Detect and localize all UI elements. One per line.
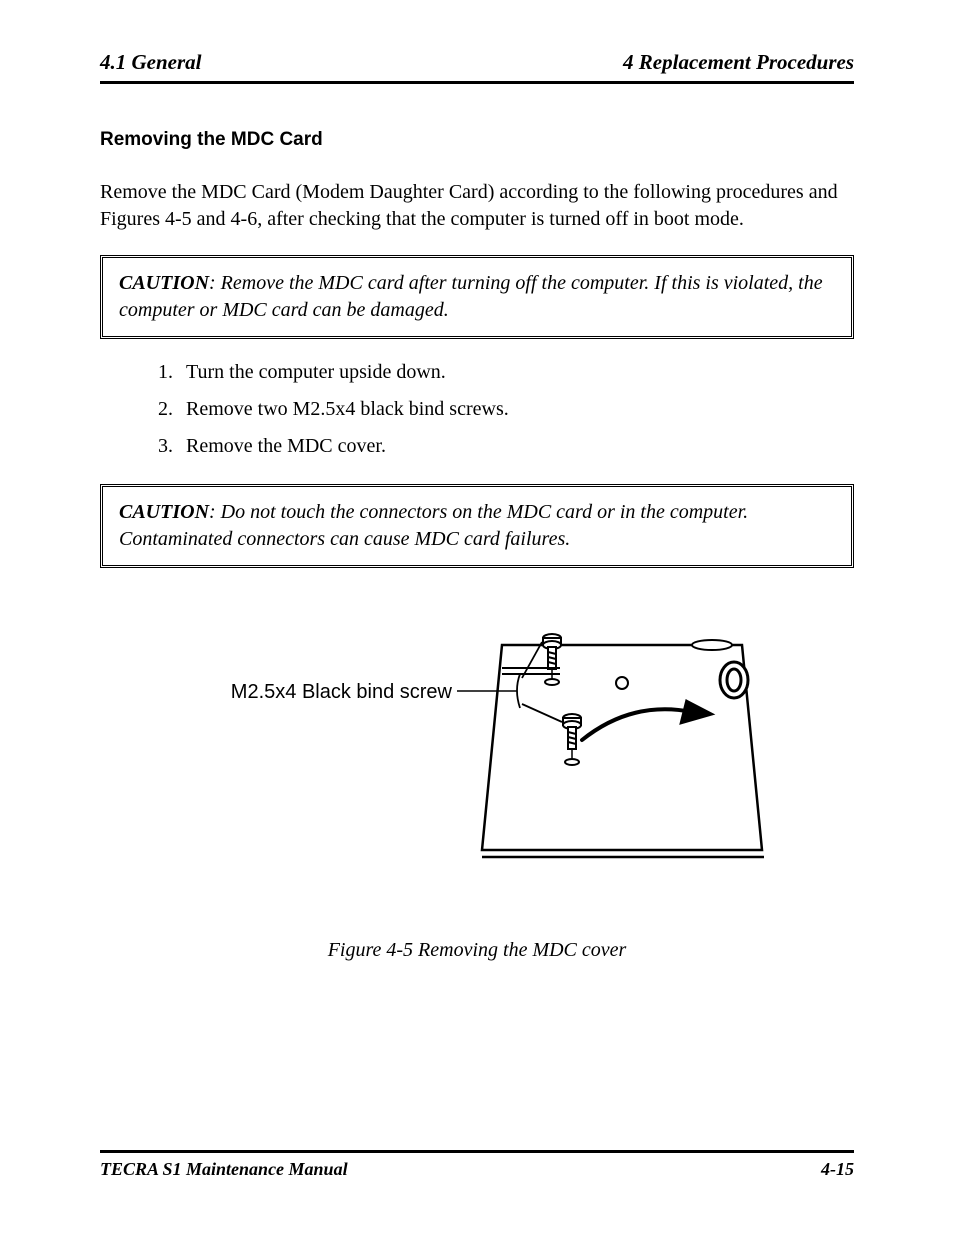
footer-right: 4-15	[821, 1159, 854, 1180]
mdc-cover-diagram: M2.5x4 Black bind screw	[182, 610, 772, 880]
header-right: 4 Replacement Procedures	[623, 50, 854, 75]
caution-text: : Do not touch the connectors on the MDC…	[119, 501, 748, 550]
footer-left: TECRA S1 Maintenance Manual	[100, 1159, 348, 1180]
header-left: 4.1 General	[100, 50, 202, 75]
step-item: Turn the computer upside down.	[178, 361, 854, 384]
caution-box-1: CAUTION: Remove the MDC card after turni…	[100, 255, 854, 339]
step-item: Remove the MDC cover.	[178, 435, 854, 458]
page-footer: TECRA S1 Maintenance Manual 4-15	[100, 1150, 854, 1180]
section-heading: Removing the MDC Card	[100, 129, 854, 151]
intro-paragraph: Remove the MDC Card (Modem Daughter Card…	[100, 179, 854, 233]
figure-4-5: M2.5x4 Black bind screw Figure 4-5 Remov…	[100, 610, 854, 962]
procedure-steps: Turn the computer upside down. Remove tw…	[178, 361, 854, 458]
figure-caption: Figure 4-5 Removing the MDC cover	[100, 939, 854, 962]
step-item: Remove two M2.5x4 black bind screws.	[178, 398, 854, 421]
caution-text: : Remove the MDC card after turning off …	[119, 272, 823, 321]
caution-label: CAUTION	[119, 272, 209, 294]
caution-label: CAUTION	[119, 501, 209, 523]
page-header: 4.1 General 4 Replacement Procedures	[100, 50, 854, 84]
screw-label-text: M2.5x4 Black bind screw	[231, 681, 453, 703]
caution-box-2: CAUTION: Do not touch the connectors on …	[100, 484, 854, 568]
